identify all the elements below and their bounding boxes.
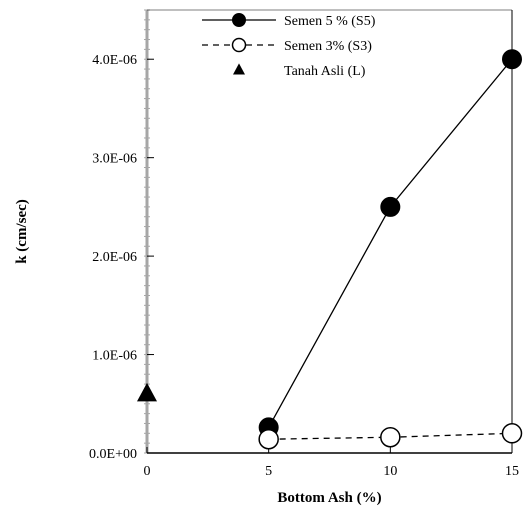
x-tick-labels: 0 5 10 15 — [144, 464, 520, 479]
data-point — [502, 49, 522, 70]
legend: Semen 5 % (S5) Semen 3% (S3) Tanah Asli (L… — [202, 13, 376, 79]
legend-marker — [232, 13, 246, 27]
y-tick-labels: 0.0E+00 1.0E-06 2.0E-06 3.0E-06 4.0E-06 — [89, 53, 137, 462]
legend-marker — [233, 63, 245, 75]
legend-entry-1: Semen 5 % (S5) — [202, 13, 376, 29]
series-layer — [137, 49, 523, 450]
x-tick-label: 10 — [383, 464, 397, 479]
data-point — [258, 428, 279, 450]
plot-frame — [147, 9, 513, 453]
y-axis-left — [144, 9, 154, 454]
series-3 — [137, 382, 157, 402]
legend-label: Semen 3% (S3) — [284, 39, 372, 54]
series-2 — [258, 423, 523, 450]
legend-label: Tanah Asli (L) — [284, 64, 366, 79]
y-tick-label: 4.0E-06 — [92, 53, 137, 68]
legend-marker — [231, 37, 247, 53]
data-point — [380, 426, 401, 448]
x-tick-label: 5 — [265, 464, 272, 479]
x-axis — [146, 447, 513, 454]
y-axis-title: k (cm/sec) — [14, 199, 30, 264]
series-line — [268, 58, 513, 428]
series-1 — [258, 49, 522, 438]
legend-label: Semen 5 % (S5) — [284, 14, 376, 29]
data-point — [501, 423, 523, 444]
legend-entry-3: Tanah Asli (L) — [233, 63, 366, 79]
x-tick-label: 15 — [505, 464, 519, 479]
legend-entry-2: Semen 3% (S3) — [202, 37, 372, 54]
data-point — [137, 382, 157, 402]
x-tick-label: 0 — [144, 464, 151, 479]
y-tick-label: 2.0E-06 — [92, 250, 137, 265]
x-axis-title: Bottom Ash (%) — [277, 490, 381, 506]
y-tick-label: 1.0E-06 — [92, 349, 137, 364]
y-tick-label: 0.0E+00 — [89, 447, 137, 462]
data-point — [380, 196, 401, 217]
y-tick-label: 3.0E-06 — [92, 152, 137, 167]
